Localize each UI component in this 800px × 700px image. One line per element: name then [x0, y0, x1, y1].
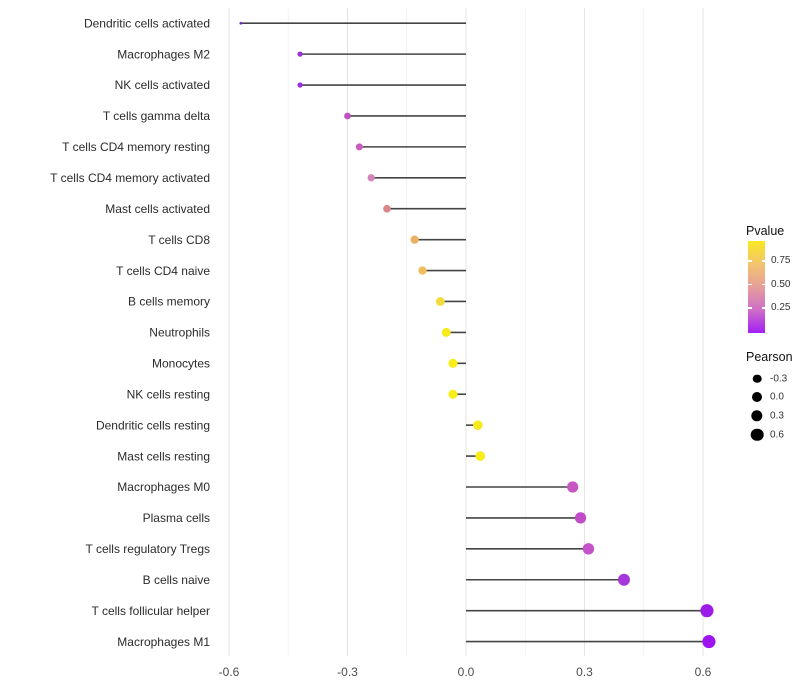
- pearson-legend-dot: [752, 392, 762, 403]
- x-axis-tick-label: 0.0: [458, 665, 475, 679]
- lollipop-dot: [239, 21, 243, 25]
- lollipop-dot: [702, 635, 716, 649]
- x-axis-tick-label: -0.3: [337, 665, 358, 679]
- y-axis-label: T cells follicular helper: [92, 604, 211, 618]
- pvalue-colorbar-tick: [761, 283, 765, 286]
- lollipop-dot: [435, 297, 445, 306]
- pearson-legend: Pearson -0.3 0.0 0.3 0.6: [746, 350, 800, 450]
- y-axis-label: T cells CD8: [148, 233, 210, 247]
- lollipop-dot: [574, 512, 587, 524]
- lollipop-dot: [383, 204, 391, 213]
- y-axis-label: Dendritic cells resting: [96, 418, 210, 432]
- pvalue-tick-label: 0.75: [771, 255, 791, 266]
- lollipop-dot: [355, 143, 363, 151]
- y-axis-label: Monocytes: [152, 357, 210, 371]
- pearson-legend-label: 0.0: [770, 391, 784, 403]
- pearson-legend-entry: 0.6: [746, 425, 800, 444]
- lollipop-dot: [582, 543, 595, 555]
- pvalue-tick-label: 0.25: [771, 302, 791, 313]
- pvalue-colorbar-tick: [748, 283, 752, 286]
- lollipop-dot: [700, 604, 714, 618]
- y-axis-label: Plasma cells: [143, 511, 210, 525]
- lollipop-dot: [473, 420, 483, 430]
- lollipop-dot: [448, 358, 458, 368]
- pvalue-colorbar-tick: [748, 260, 752, 262]
- y-axis-label: Mast cells activated: [105, 202, 210, 216]
- y-axis-label: T cells regulatory Tregs: [86, 542, 211, 556]
- pvalue-colorbar-tick: [761, 260, 765, 262]
- lollipop-dot: [618, 573, 630, 586]
- pearson-legend-dot: [750, 428, 764, 441]
- pvalue-tick-label: 0.50: [771, 278, 791, 290]
- x-axis-tick-label: 0.6: [695, 665, 712, 679]
- y-axis-label: Macrophages M2: [117, 47, 210, 61]
- y-axis-label: T cells CD4 memory activated: [50, 171, 210, 185]
- y-axis-label: B cells naive: [143, 573, 211, 587]
- pearson-legend-entry: -0.3: [746, 369, 800, 388]
- y-axis-label: Neutrophils: [149, 326, 210, 340]
- lollipop-dot: [297, 51, 303, 57]
- lollipop-dot: [475, 451, 486, 461]
- lollipop-dot: [344, 112, 351, 120]
- y-axis-label: NK cells activated: [115, 78, 210, 92]
- pvalue-colorbar-tick: [748, 307, 752, 309]
- pearson-legend-title: Pearson: [746, 350, 793, 364]
- lollipop-dot: [410, 235, 419, 244]
- lollipop-dot: [448, 389, 458, 399]
- lollipop-dot: [297, 82, 303, 88]
- pvalue-colorbar-tick: [761, 307, 765, 309]
- pvalue-colorbar: [748, 241, 765, 333]
- y-axis-label: T cells CD4 memory resting: [62, 140, 210, 154]
- lollipop-dot: [367, 174, 375, 182]
- y-axis-label: Dendritic cells activated: [84, 16, 210, 30]
- pvalue-legend: Pvalue 0.75 0.50 0.25: [746, 224, 800, 339]
- y-axis-label: T cells CD4 naive: [116, 264, 210, 278]
- pearson-legend-label: 0.6: [770, 429, 784, 441]
- pvalue-legend-title: Pvalue: [746, 224, 785, 238]
- lollipop-dot: [441, 327, 451, 337]
- y-axis-label: Macrophages M0: [117, 480, 210, 494]
- y-axis-label: T cells gamma delta: [103, 109, 210, 123]
- x-axis-tick-label: 0.3: [576, 665, 593, 679]
- lollipop-dot: [418, 266, 427, 275]
- y-axis-label: Macrophages M1: [117, 635, 210, 649]
- pearson-legend-dot: [751, 410, 763, 422]
- y-axis-label: NK cells resting: [127, 387, 210, 401]
- pearson-legend-dot: [752, 374, 762, 383]
- y-axis-label: Mast cells resting: [117, 449, 210, 463]
- pearson-legend-label: 0.3: [770, 410, 784, 422]
- pearson-legend-entry: 0.0: [746, 388, 800, 407]
- lollipop-dot: [567, 481, 579, 493]
- pearson-legend-label: -0.3: [770, 373, 788, 384]
- x-axis-tick-label: -0.6: [219, 665, 240, 679]
- y-axis-label: B cells memory: [128, 295, 210, 309]
- pearson-legend-entry: 0.3: [746, 406, 800, 425]
